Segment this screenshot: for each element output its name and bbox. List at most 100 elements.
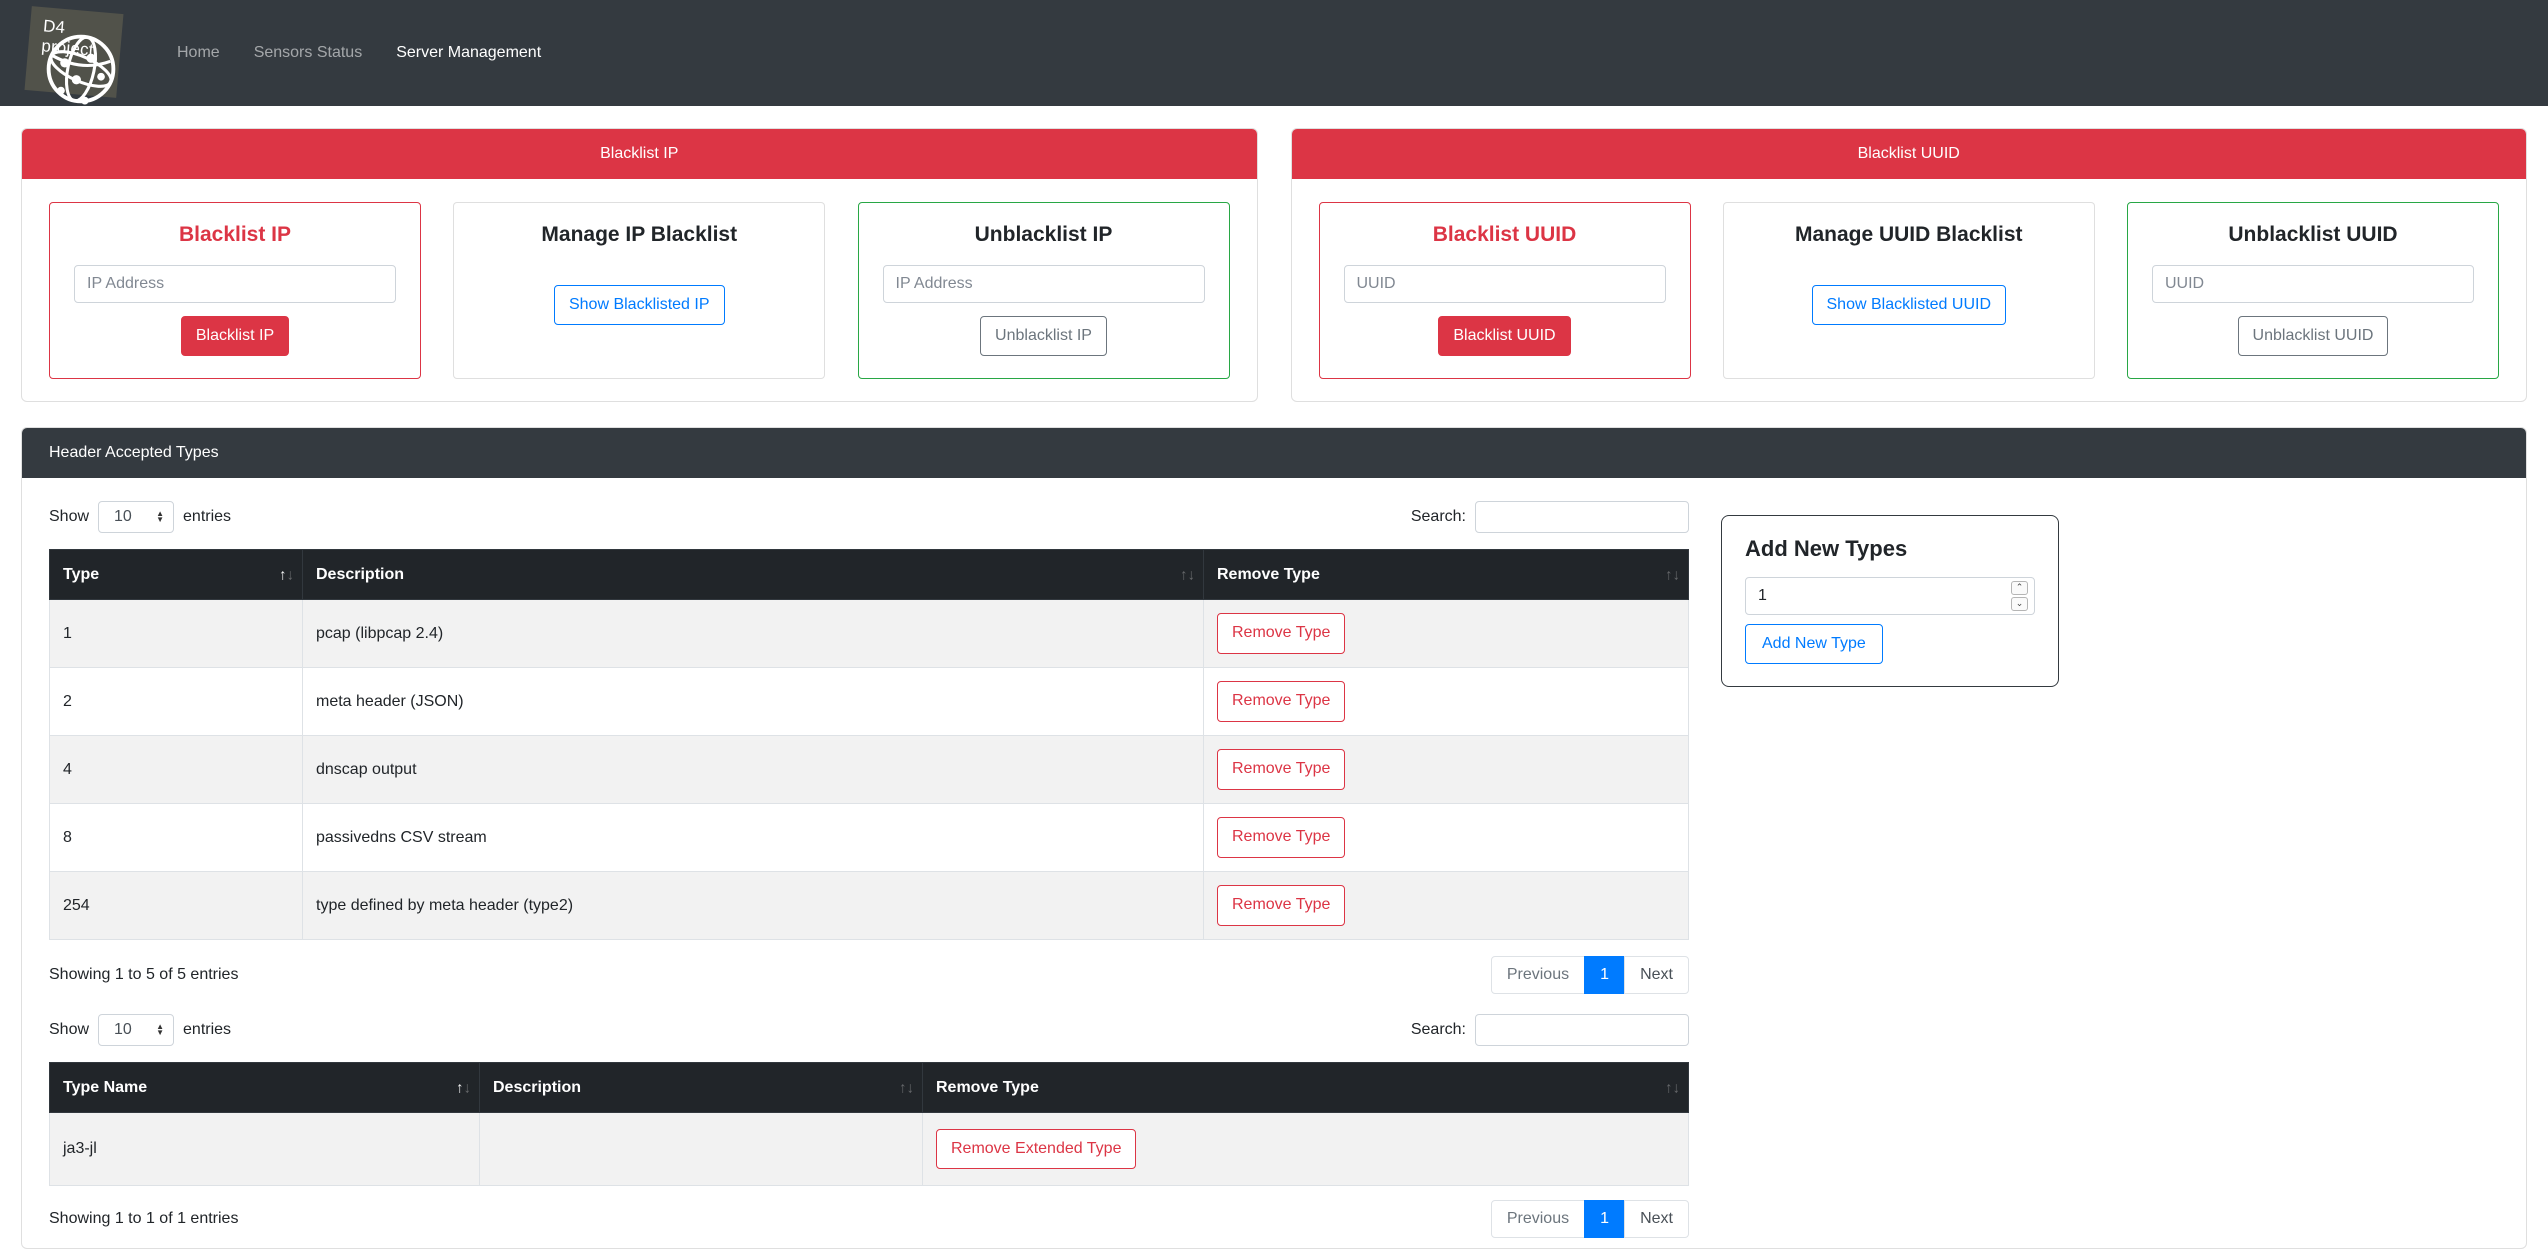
nav-item-home[interactable]: Home [177,44,220,61]
description-cell: type defined by meta header (type2) [302,871,1204,940]
unblacklist-uuid-button[interactable]: Unblacklist UUID [2237,316,2389,357]
table-row: 8 passivedns CSV stream Remove Type [49,803,1689,872]
section-header: Header Accepted Types [22,428,2526,478]
panel-title: Blacklist IP [600,145,679,162]
description-cell: passivedns CSV stream [302,803,1204,872]
search-label: Search: [1410,508,1466,525]
unblacklist-ip-card-title: Unblacklist IP [974,223,1113,246]
pagination: Previous 1 Next [1490,956,1689,994]
entries-label: entries [183,508,232,525]
globe-icon [46,34,116,105]
new-type-number-input[interactable] [1746,578,2011,614]
sort-icon: ↑↓ [1665,1079,1680,1096]
table-header-row: Type Name ↑↓ Description ↑↓ Remove Type … [49,1062,1689,1113]
pagination-previous[interactable]: Previous [1490,1200,1586,1238]
number-spinner: ⌃ ⌄ [2011,581,2028,611]
type-cell: 8 [49,803,303,872]
blacklist-uuid-card-title: Blacklist UUID [1432,223,1577,246]
unblacklist-ip-button[interactable]: Unblacklist IP [980,316,1107,357]
nav-links: Home Sensors Status Server Management [160,44,558,62]
unblacklist-uuid-card: Unblacklist UUID Unblacklist UUID [2127,202,2499,379]
blacklist-ip-panel-body: Blacklist IP Blacklist IP Manage IP Blac… [22,179,1257,401]
search-input-2[interactable] [1475,1014,1689,1046]
brand-logo[interactable]: D4 project [16,0,136,106]
blacklist-uuid-panel: Blacklist UUID Blacklist UUID Blacklist … [1290,128,2527,402]
page-size-value: 10 [114,508,132,525]
table-header-row: Type ↑↓ Description ↑↓ Remove Type ↑↓ [49,549,1689,600]
blacklist-uuid-input[interactable] [1343,265,1666,303]
add-new-types-card: Add New Types ⌃ ⌄ Add New Type [1721,515,2059,687]
blacklist-ip-input[interactable] [74,265,396,303]
column-header-type-name[interactable]: Type Name ↑↓ [49,1062,480,1113]
section-title: Header Accepted Types [49,444,219,461]
pagination-next[interactable]: Next [1624,1200,1689,1238]
type-cell: 4 [49,735,303,804]
table-row: ja3-jl Remove Extended Type [49,1112,1689,1186]
show-blacklisted-ip-button[interactable]: Show Blacklisted IP [553,285,725,326]
blacklist-uuid-card: Blacklist UUID Blacklist UUID [1318,202,1691,379]
blacklist-ip-panel-header: Blacklist IP [22,129,1257,179]
column-header-description[interactable]: Description ↑↓ [479,1062,923,1113]
unblacklist-ip-card: Unblacklist IP Unblacklist IP [857,202,1230,379]
remove-type-button[interactable]: Remove Type [1217,885,1346,926]
table-row: 1 pcap (libpcap 2.4) Remove Type [49,599,1689,668]
pagination-previous[interactable]: Previous [1490,956,1586,994]
type-cell: 254 [49,871,303,940]
page-size-select[interactable]: 10 ▲ ▼ [98,501,175,533]
search-input[interactable] [1475,501,1689,533]
search-label: Search: [1410,1021,1466,1038]
sort-icon: ↑↓ [1665,566,1680,583]
add-new-types-title: Add New Types [1745,536,1908,561]
description-cell [479,1112,923,1186]
column-header-type[interactable]: Type ↑↓ [49,549,303,600]
add-new-type-button[interactable]: Add New Type [1745,624,1883,665]
entries-label: entries [183,1021,232,1038]
show-blacklisted-uuid-button[interactable]: Show Blacklisted UUID [1811,285,2006,326]
nav-item-sensors-status[interactable]: Sensors Status [253,44,363,61]
sort-icon: ↑↓ [456,1079,471,1096]
column-header-remove-type[interactable]: Remove Type ↑↓ [1203,549,1689,600]
blacklist-ip-card: Blacklist IP Blacklist IP [49,202,421,379]
show-label: Show [49,508,90,525]
unblacklist-uuid-input[interactable] [2152,265,2474,303]
pagination-page-1[interactable]: 1 [1584,956,1626,994]
column-header-description[interactable]: Description ↑↓ [302,549,1204,600]
type-name-cell: ja3-jl [49,1112,480,1186]
remove-extended-type-button[interactable]: Remove Extended Type [936,1128,1137,1170]
blacklist-ip-button[interactable]: Blacklist IP [180,316,290,357]
description-cell: pcap (libpcap 2.4) [302,599,1204,668]
pagination-page-1[interactable]: 1 [1584,1200,1626,1238]
remove-type-button[interactable]: Remove Type [1217,613,1346,654]
nav-item-server-management[interactable]: Server Management [396,44,542,61]
unblacklist-ip-input[interactable] [882,265,1205,303]
panel-title: Blacklist UUID [1857,145,1960,162]
show-label: Show [49,1021,90,1038]
column-header-remove-type[interactable]: Remove Type ↑↓ [922,1062,1689,1113]
blacklist-ip-card-title: Blacklist IP [178,223,292,246]
description-cell: meta header (JSON) [302,667,1204,736]
sort-icon: ↑↓ [1180,566,1195,583]
remove-type-button[interactable]: Remove Type [1217,681,1346,722]
blacklist-uuid-panel-body: Blacklist UUID Blacklist UUID Manage UUI… [1292,179,2527,401]
type-cell: 2 [49,667,303,736]
select-arrows-icon: ▲ ▼ [156,509,165,524]
page-size-select-2[interactable]: 10 ▲ ▼ [98,1014,175,1046]
unblacklist-uuid-card-title: Unblacklist UUID [2228,223,2398,246]
table-row: 2 meta header (JSON) Remove Type [49,667,1689,736]
remove-type-button[interactable]: Remove Type [1217,817,1346,858]
table-summary: Showing 1 to 1 of 1 entries [49,1210,239,1227]
blacklist-uuid-panel-header: Blacklist UUID [1291,129,2526,179]
blacklist-uuid-button[interactable]: Blacklist UUID [1438,316,1571,357]
top-navbar: D4 project Home Sensors Status Server Ma… [0,0,2548,106]
table-summary: Showing 1 to 5 of 5 entries [49,966,239,983]
remove-type-button[interactable]: Remove Type [1217,749,1346,790]
header-accepted-types-card: Header Accepted Types Show 10 ▲ ▼ entries [21,427,2527,1249]
table-row: 254 type defined by meta header (type2) … [49,871,1689,940]
pagination-next[interactable]: Next [1624,956,1689,994]
accepted-types-table: Type ↑↓ Description ↑↓ Remove Type ↑↓ [49,549,1689,940]
manage-uuid-blacklist-title: Manage UUID Blacklist [1794,223,2023,246]
spinner-up-icon[interactable]: ⌃ [2011,581,2028,595]
manage-ip-blacklist-card: Manage IP Blacklist Show Blacklisted IP [453,202,826,379]
spinner-down-icon[interactable]: ⌄ [2011,597,2028,611]
manage-ip-blacklist-title: Manage IP Blacklist [541,223,738,246]
